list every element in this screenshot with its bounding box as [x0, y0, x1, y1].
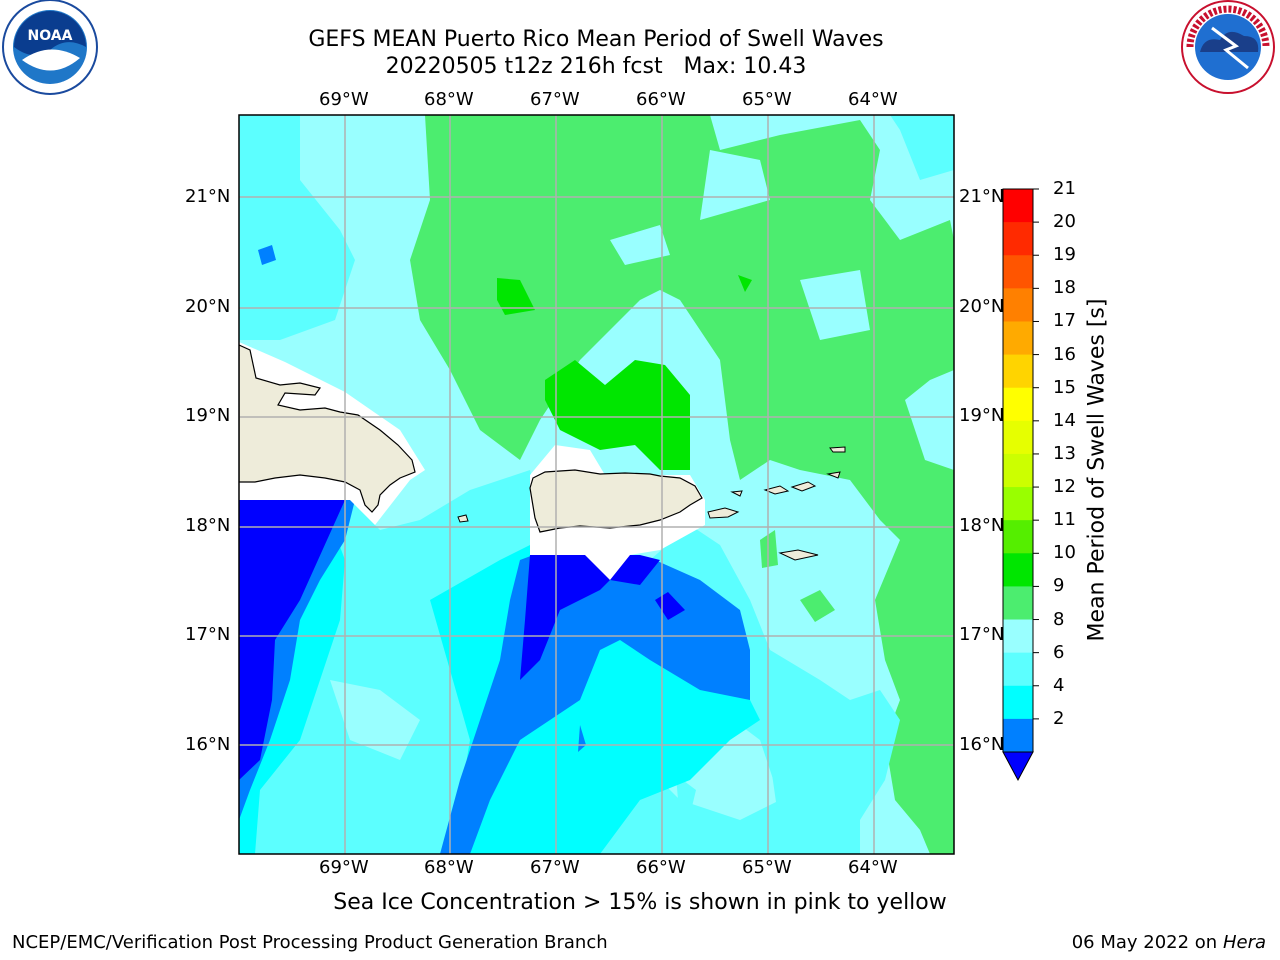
lon-label-bottom: 65°W — [742, 857, 792, 878]
sea-ice-note: Sea Ice Concentration > 15% is shown in … — [333, 890, 947, 915]
chart-title: GEFS MEAN Puerto Rico Mean Period of Swe… — [308, 27, 884, 52]
nws-logo — [1181, 0, 1275, 94]
colorbar-segment — [1003, 520, 1033, 554]
colorbar-tick-label: 10 — [1053, 542, 1076, 564]
chart-subtitle: 20220505 t12z 216h fcst Max: 10.43 — [385, 54, 807, 79]
colorbar-segment — [1003, 453, 1033, 488]
colorbar-segment — [1003, 288, 1033, 322]
colorbar-tick-label: 12 — [1053, 476, 1076, 498]
gridlines — [239, 115, 954, 854]
colorbar-tick-label: 17 — [1053, 310, 1076, 332]
colorbar-segment — [1003, 354, 1033, 389]
lat-label-right: 16°N — [959, 734, 1005, 755]
colorbar-segment — [1003, 321, 1033, 356]
lat-label-right: 18°N — [959, 515, 1005, 536]
colorbar-tick-label: 4 — [1053, 674, 1065, 696]
colorbar-segment — [1003, 586, 1033, 621]
lon-label-top: 67°W — [530, 89, 580, 110]
lon-label-bottom: 67°W — [530, 857, 580, 878]
lon-label-bottom: 69°W — [319, 857, 369, 878]
lat-label-left: 16°N — [185, 734, 231, 755]
lon-label-top: 68°W — [424, 89, 474, 110]
colorbar-tick-label: 6 — [1053, 641, 1065, 663]
colorbar-tick-label: 2 — [1053, 707, 1065, 729]
lon-label-bottom: 64°W — [848, 857, 898, 878]
lon-label-top: 64°W — [848, 89, 898, 110]
colorbar-tick-label: 9 — [1053, 575, 1065, 597]
lat-label-right: 17°N — [959, 624, 1005, 645]
lon-label-bottom: 68°W — [424, 857, 474, 878]
colorbar-segment — [1003, 553, 1033, 587]
lat-label-left: 21°N — [185, 186, 231, 207]
contour-fill — [239, 115, 954, 854]
colorbar-segment — [1003, 685, 1033, 720]
colorbar-segment — [1003, 619, 1033, 654]
colorbar-tick-label: 18 — [1053, 277, 1076, 299]
colorbar-segment — [1003, 387, 1033, 422]
footer-date: 06 May 2022 on Hera — [1072, 932, 1266, 953]
colorbar-tick-label: 11 — [1053, 509, 1076, 531]
noaa-logo: NOAA — [2, 0, 98, 95]
lat-label-left: 20°N — [185, 296, 231, 317]
lat-label-right: 19°N — [959, 405, 1005, 426]
colorbar-segment — [1003, 718, 1033, 753]
svg-text:NOAA: NOAA — [28, 28, 73, 44]
lat-label-left: 19°N — [185, 405, 231, 426]
colorbar-tick-label: 20 — [1053, 211, 1076, 233]
colorbar-tick-label: 14 — [1053, 409, 1076, 431]
footer-date-text: 06 May 2022 on — [1071, 932, 1218, 953]
lat-label-left: 17°N — [185, 624, 231, 645]
footer-host: Hera — [1222, 932, 1266, 953]
colorbar-tick-label: 19 — [1053, 244, 1076, 266]
lon-label-top: 66°W — [636, 89, 686, 110]
colorbar-segment — [1003, 487, 1033, 521]
map-frame — [238, 114, 955, 855]
lon-label-top: 69°W — [319, 89, 369, 110]
lat-label-left: 18°N — [185, 515, 231, 536]
colorbar-tick-label: 16 — [1053, 343, 1076, 365]
lat-label-right: 20°N — [959, 296, 1005, 317]
colorbar-tick-label: 8 — [1053, 608, 1065, 630]
footer-branch: NCEP/EMC/Verification Post Processing Pr… — [12, 932, 608, 953]
colorbar-segment — [1003, 255, 1033, 289]
colorbar-extension — [1002, 751, 1034, 782]
colorbar-segment — [1003, 420, 1033, 455]
lon-label-top: 65°W — [742, 89, 792, 110]
colorbar-tick-label: 13 — [1053, 442, 1076, 464]
lon-label-bottom: 66°W — [636, 857, 686, 878]
colorbar-tick-label: 15 — [1053, 376, 1076, 398]
colorbar-label: Mean Period of Swell Waves [s] — [1084, 298, 1110, 642]
colorbar-tick-label: 21 — [1053, 178, 1076, 199]
colorbar-segment — [1003, 222, 1033, 256]
colorbar-segment — [1003, 652, 1033, 687]
lat-label-right: 21°N — [959, 186, 1005, 207]
colorbar — [1002, 188, 1039, 753]
colorbar-segment — [1003, 189, 1033, 223]
